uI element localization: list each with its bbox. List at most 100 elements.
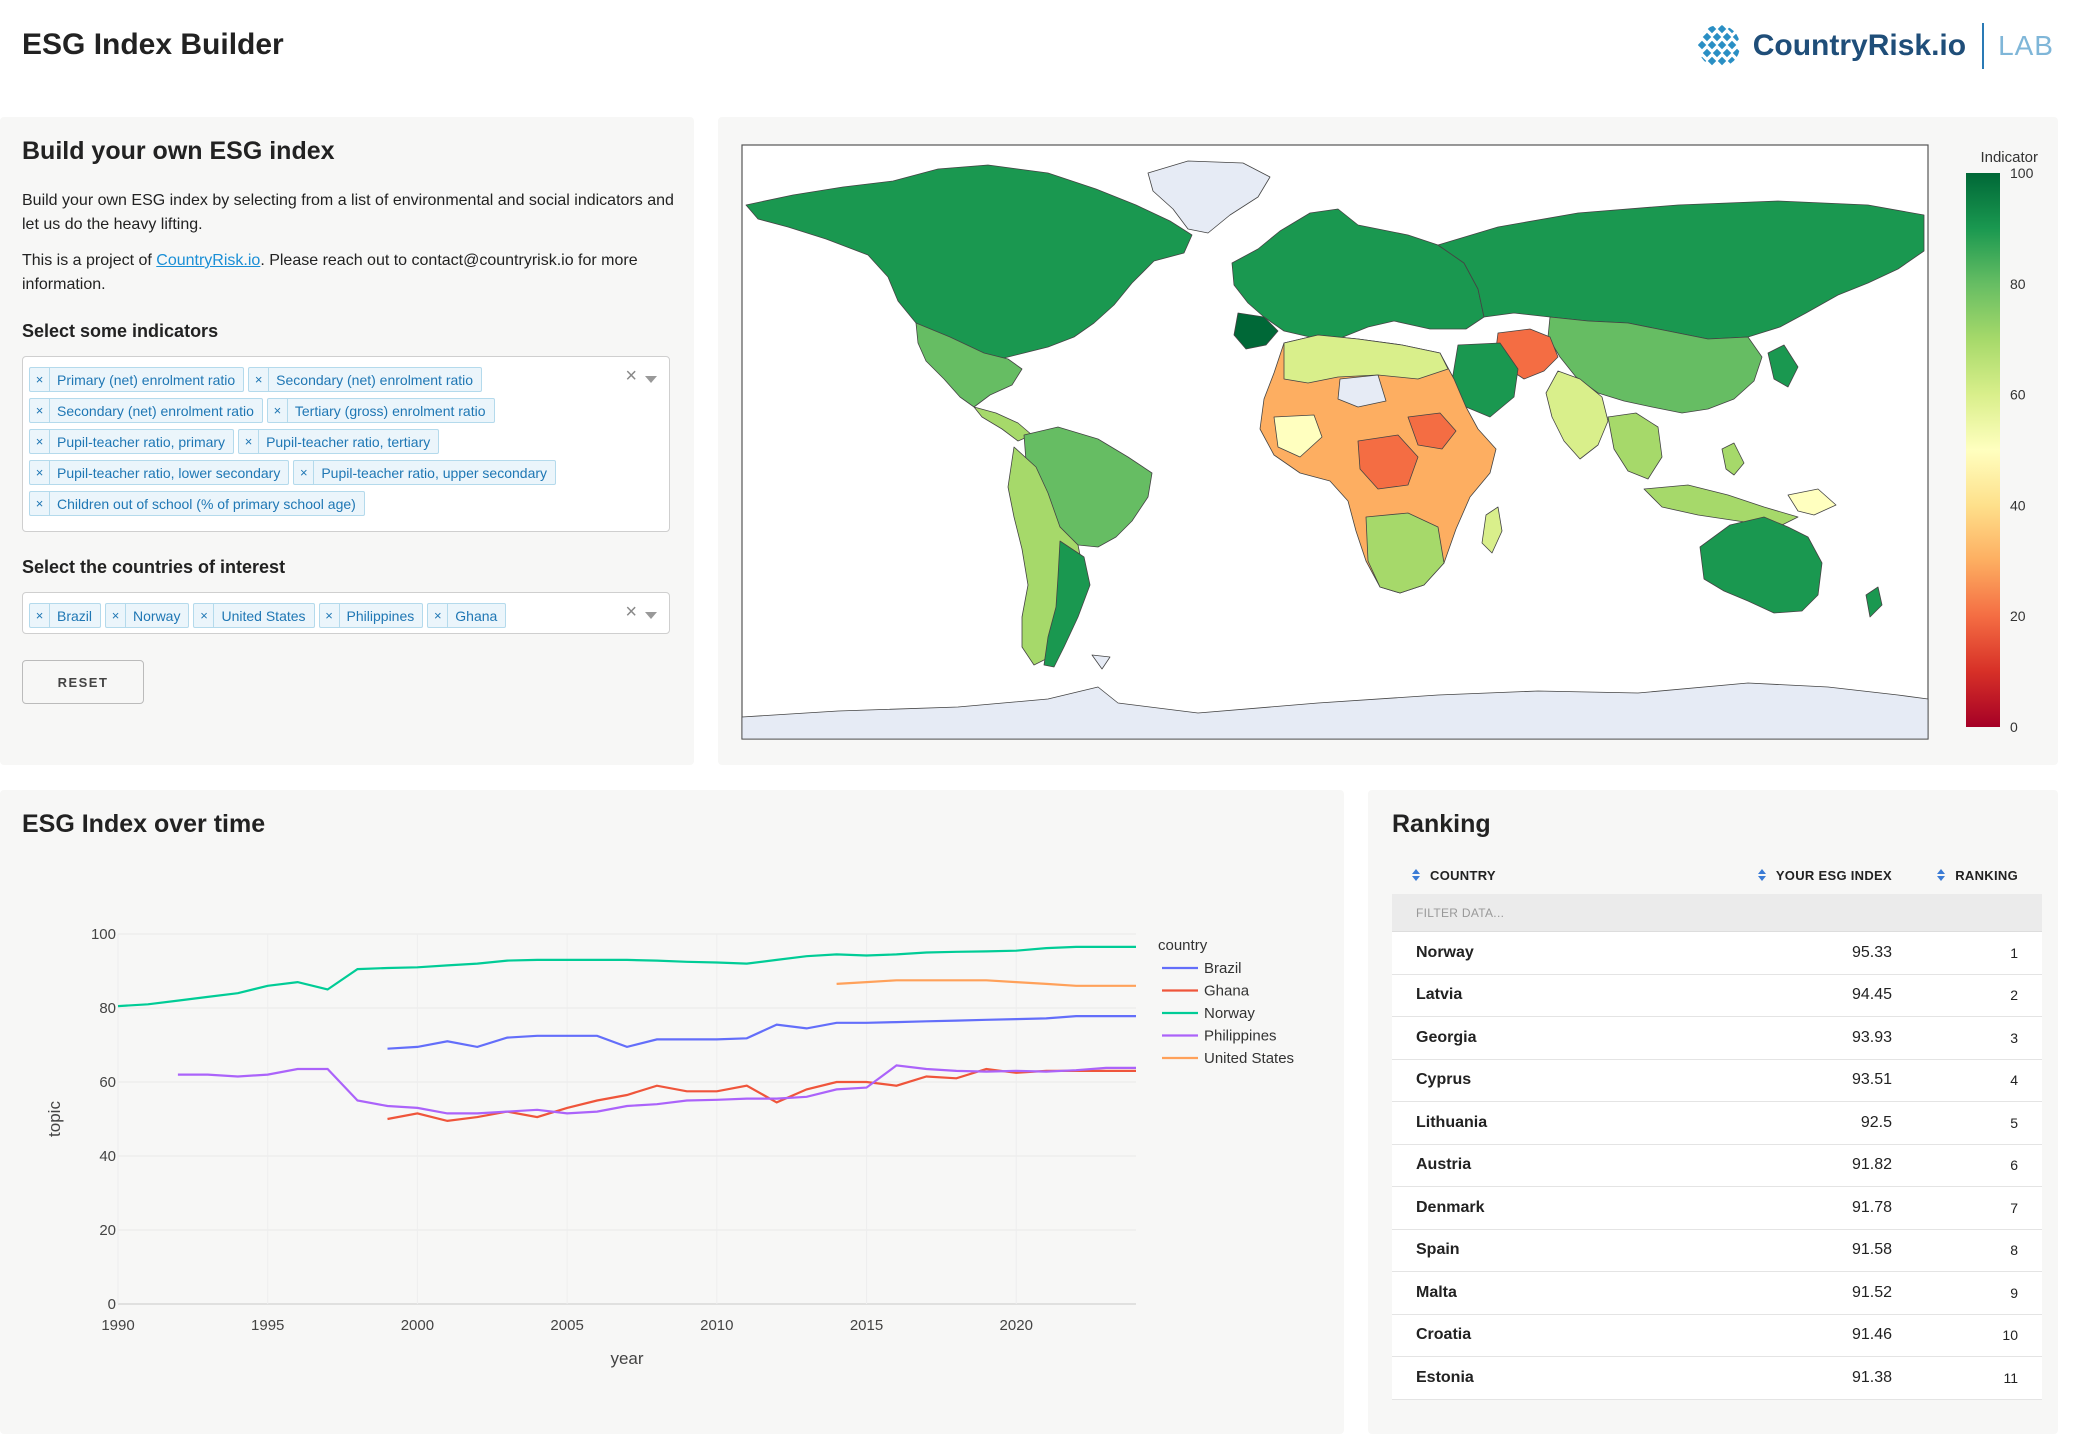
indonesia [1643, 484, 1799, 528]
remove-chip-icon[interactable]: × [294, 461, 315, 484]
country-chip[interactable]: × United States [193, 603, 315, 628]
remove-chip-icon[interactable]: × [30, 368, 50, 391]
cell-country: Estonia [1416, 1368, 1474, 1386]
cell-rank: 9 [2010, 1284, 2018, 1301]
table-row[interactable]: Austria 91.82 6 [1392, 1144, 2042, 1187]
cell-index: 93.51 [1851, 1071, 1892, 1089]
countries-multiselect[interactable]: × Brazil × Norway × United States × Philippines… [22, 592, 670, 634]
remove-chip-icon[interactable]: × [106, 604, 127, 627]
table-row[interactable]: Norway 95.33 1 [1392, 932, 2042, 975]
country-chip[interactable]: × Norway [105, 603, 190, 628]
series-line-united-states[interactable] [836, 979, 1136, 987]
cell-index: 91.78 [1851, 1198, 1892, 1216]
clear-countries-icon[interactable]: × [625, 601, 637, 623]
indicator-chip-label: Pupil-teacher ratio, upper secondary [321, 464, 548, 481]
countries-label: Select the countries of interest [22, 557, 286, 577]
legend-label: Norway [1204, 1005, 1255, 1022]
sort-index-button[interactable]: YOUR ESG INDEX [1692, 868, 1892, 883]
indicator-chip[interactable]: × Secondary (net) enrolment ratio [29, 398, 263, 423]
clear-indicators-icon[interactable]: × [625, 365, 637, 387]
indicators-multiselect[interactable]: × Primary (net) enrolment ratio × Secondary… [22, 356, 670, 532]
table-row[interactable]: Denmark 91.78 7 [1392, 1187, 2042, 1230]
country-chip[interactable]: × Brazil [29, 603, 102, 628]
legend-item[interactable]: United States [1162, 1050, 1294, 1067]
cell-country: Georgia [1416, 1028, 1477, 1046]
remove-chip-icon[interactable]: × [268, 399, 288, 422]
countryrisk-link[interactable]: CountryRisk.io [156, 252, 261, 269]
series-line-philippines[interactable] [177, 1064, 1136, 1115]
ranking-panel: Ranking COUNTRY YOUR ESG INDEX RANKING F… [1368, 790, 2058, 1434]
legend-item[interactable]: Norway [1162, 1005, 1255, 1022]
series-line-brazil[interactable] [387, 1015, 1137, 1050]
cell-rank: 7 [2010, 1199, 2018, 1216]
x-tick-label: 1995 [251, 1317, 284, 1334]
indicator-chip-label: Tertiary (gross) enrolment ratio [294, 402, 486, 419]
indicator-chip[interactable]: × Pupil-teacher ratio, lower secondary [29, 460, 290, 485]
sort-ranking-button[interactable]: RANKING [1892, 868, 2042, 883]
table-row[interactable]: Malta 91.52 9 [1392, 1272, 2042, 1315]
country-chip[interactable]: × Philippines [318, 603, 424, 628]
remove-chip-icon[interactable]: × [239, 430, 260, 453]
country-chip[interactable]: × Ghana [427, 603, 507, 628]
indicator-chip[interactable]: × Children out of school (% of primary sc… [29, 491, 365, 516]
table-row[interactable]: Croatia 91.46 10 [1392, 1314, 2042, 1357]
cell-country: Cyprus [1416, 1071, 1472, 1089]
legend-label: United States [1204, 1050, 1294, 1067]
builder-description: Build your own ESG index by selecting fr… [22, 192, 674, 233]
x-tick-label: 2000 [401, 1317, 434, 1334]
ranking-title: Ranking [1392, 810, 1491, 838]
colorbar-title: Indicator [1980, 149, 2038, 166]
indicator-chip-label: Secondary (net) enrolment ratio [57, 402, 254, 419]
table-row[interactable]: Cyprus 93.51 4 [1392, 1059, 2042, 1102]
indicator-chip[interactable]: × Pupil-teacher ratio, tertiary [238, 429, 440, 454]
table-body: Norway 95.33 1 Latvia 94.45 2 Georgia 93.93 3 Cyp… [1392, 932, 2042, 1400]
remove-chip-icon[interactable]: × [249, 368, 270, 391]
table-row[interactable]: Estonia 91.38 11 [1392, 1357, 2042, 1400]
remove-chip-icon[interactable]: × [30, 399, 50, 422]
filter-input[interactable]: FILTER DATA... [1392, 894, 2042, 932]
colorbar-tick-label: 40 [2010, 497, 2026, 513]
table-row[interactable]: Latvia 94.45 2 [1392, 974, 2042, 1017]
legend-item[interactable]: Ghana [1162, 983, 1250, 1000]
indicator-chip[interactable]: × Pupil-teacher ratio, upper secondary [293, 460, 557, 485]
indicator-chip-label: Secondary (net) enrolment ratio [276, 371, 474, 388]
table-row[interactable]: Spain 91.58 8 [1392, 1229, 2042, 1272]
esg-line-chart[interactable]: 0 20 40 60 80 100 1990 1995 2000 2005 2010 2015 2020… [0, 790, 1344, 1434]
series-line-ghana[interactable] [387, 1067, 1137, 1123]
north-africa [1283, 334, 1449, 384]
papua [1787, 488, 1837, 516]
remove-chip-icon[interactable]: × [30, 604, 50, 627]
legend-item[interactable]: Brazil [1162, 960, 1242, 977]
reset-button[interactable]: RESET [22, 660, 144, 704]
country-chip-label: Philippines [346, 607, 415, 624]
remove-chip-icon[interactable]: × [30, 461, 50, 484]
remove-chip-icon[interactable]: × [30, 492, 50, 515]
legend-label: Ghana [1204, 983, 1250, 1000]
table-row[interactable]: Georgia 93.93 3 [1392, 1017, 2042, 1060]
remove-chip-icon[interactable]: × [30, 430, 50, 453]
table-row[interactable]: Lithuania 92.5 5 [1392, 1102, 2042, 1145]
indicator-chip[interactable]: × Secondary (net) enrolment ratio [248, 367, 483, 392]
remove-chip-icon[interactable]: × [320, 604, 340, 627]
indicator-chip[interactable]: × Tertiary (gross) enrolment ratio [266, 398, 495, 423]
choropleth-map[interactable]: Indicator 0 20 40 60 80 100 [718, 117, 2058, 765]
chevron-down-icon[interactable] [645, 376, 657, 383]
western-sahara-libya [1337, 374, 1387, 408]
indicator-chip[interactable]: × Primary (net) enrolment ratio [29, 367, 245, 392]
remove-chip-icon[interactable]: × [194, 604, 215, 627]
cell-index: 95.33 [1851, 943, 1892, 961]
iberia [1233, 312, 1279, 350]
brand-logo-link[interactable]: CountryRisk.io LAB [1695, 20, 2054, 72]
sort-country-button[interactable]: COUNTRY [1392, 868, 1692, 883]
indicator-chip-label: Pupil-teacher ratio, lower secondary [57, 464, 281, 481]
cell-country: Austria [1416, 1156, 1472, 1174]
series-line-norway[interactable] [117, 945, 1136, 1008]
indicator-chip-label: Children out of school (% of primary sch… [57, 495, 356, 512]
brand-divider [1982, 23, 1985, 69]
mexico [915, 322, 1023, 408]
remove-chip-icon[interactable]: × [428, 604, 449, 627]
brand-suffix: LAB [1998, 30, 2054, 61]
chevron-down-icon[interactable] [645, 612, 657, 619]
legend-item[interactable]: Philippines [1162, 1028, 1277, 1045]
indicator-chip[interactable]: × Pupil-teacher ratio, primary [29, 429, 235, 454]
